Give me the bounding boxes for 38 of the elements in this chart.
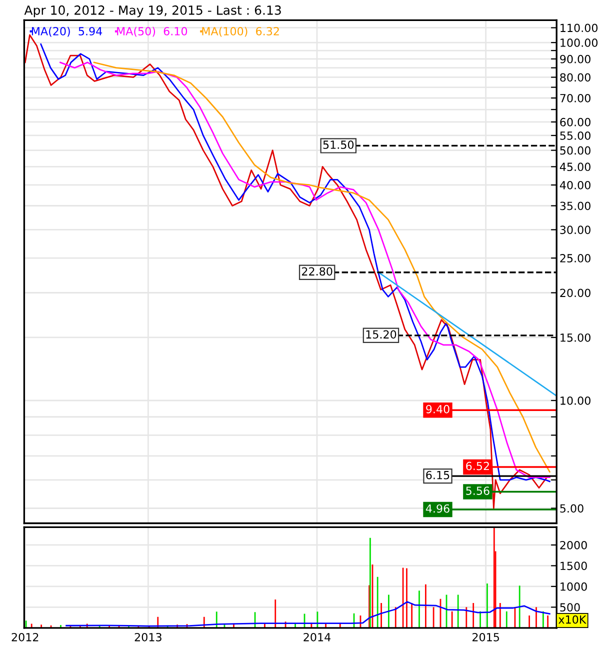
ref-line-label: 6.52	[466, 462, 489, 470]
y-tick-label: 2000	[560, 540, 587, 550]
ref-line-label: 4.96	[426, 504, 450, 513]
y-tick-label: 60.00	[560, 118, 590, 126]
ref-line-label: 9.40	[426, 404, 450, 414]
y-tick-label: 40.00	[560, 180, 590, 190]
ref-line-label: 15.20	[366, 330, 396, 339]
y-tick-label: 1500	[560, 562, 587, 570]
y-tick-label: 45.00	[560, 162, 590, 172]
y-tick-label: 30.00	[560, 226, 590, 234]
x-tick-label: 2013	[134, 632, 162, 642]
legend-label: MA(50) 6.10	[117, 26, 188, 37]
x-tick-label: 2015	[472, 632, 499, 642]
y-tick-label: 80.00	[560, 73, 590, 82]
ref-line-label: 5.56	[466, 486, 490, 495]
y-tick-label: 110.00	[560, 24, 598, 32]
x-tick-label: 2014	[304, 632, 331, 642]
y-tick-label: 500	[560, 603, 580, 612]
ref-line-label: 22.80	[302, 267, 332, 276]
y-tick-label: 70.00	[560, 94, 590, 102]
y-tick-label: 5.00	[560, 504, 584, 513]
y-tick-label: 25.00	[560, 254, 590, 262]
y-tick-label: 10.00	[560, 396, 590, 405]
y-tick-label: 15.00	[560, 333, 590, 342]
ref-line-label: 51.50	[323, 140, 354, 149]
y-tick-label: 100.00	[560, 38, 598, 47]
ref-line-label: 6.15	[426, 470, 450, 480]
y-tick-label: 55.00	[560, 131, 590, 140]
chart-title: Apr 10, 2012 - May 19, 2015 - Last : 6.13	[24, 5, 281, 18]
y-axis-title: x10K	[558, 615, 586, 624]
x-tick-label: 2012	[12, 632, 38, 642]
y-tick-label: 35.00	[560, 202, 590, 210]
y-tick-label: 20.00	[560, 288, 590, 298]
y-tick-label: 90.00	[560, 54, 590, 64]
legend-label: MA(100) 6.32	[202, 26, 279, 37]
legend-label: MA(20) 5.94	[32, 26, 102, 37]
y-tick-label: 1000	[560, 582, 587, 591]
y-tick-label: 50.00	[560, 146, 590, 155]
